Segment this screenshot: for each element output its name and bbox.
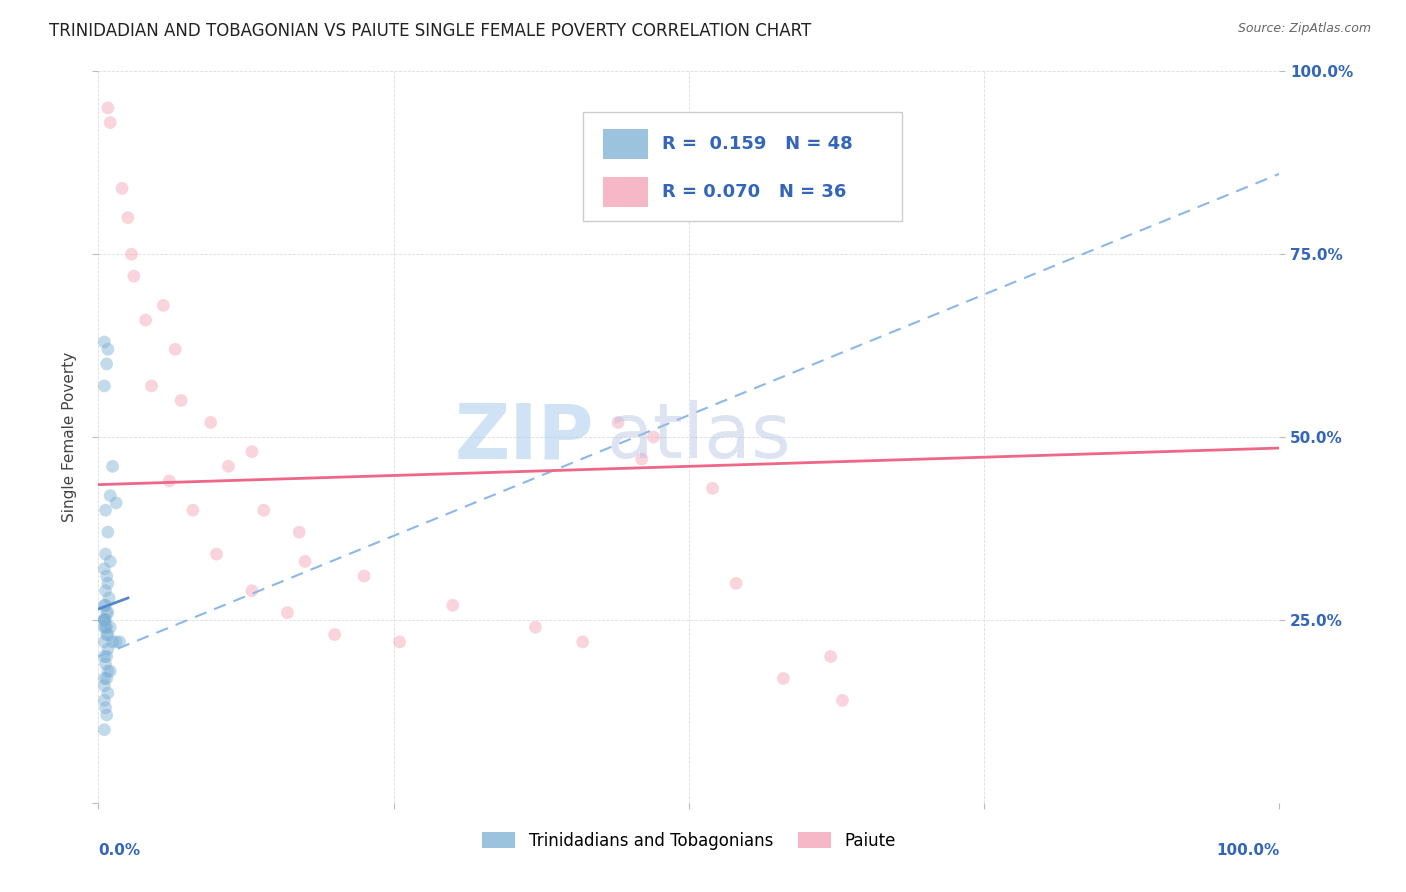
Point [772,672,794,686]
Point [94,657,117,671]
Point [105,635,128,649]
Point [96,569,118,583]
Point [217,459,239,474]
Point [630,452,652,467]
Point [643,430,665,444]
Point [725,576,748,591]
Point [97,627,120,641]
Point [97,525,120,540]
Point [96,672,118,686]
FancyBboxPatch shape [582,112,901,221]
Point [607,416,630,430]
Point [820,649,842,664]
Point [94,583,117,598]
Point [94,599,117,613]
Point [97,101,120,115]
Point [170,393,193,408]
Point [94,620,117,634]
Point [205,547,228,561]
Point [94,503,117,517]
Text: 0.0%: 0.0% [98,843,141,858]
Point [97,664,120,678]
Text: ZIP: ZIP [456,401,595,474]
Point [97,343,120,357]
Point [117,211,139,225]
Point [108,635,131,649]
Point [152,298,174,312]
Text: R =  0.159   N = 48: R = 0.159 N = 48 [662,135,852,153]
Point [93,613,115,627]
Point [96,620,118,634]
Y-axis label: Single Female Poverty: Single Female Poverty [62,352,77,522]
Point [93,599,115,613]
Text: R = 0.070   N = 36: R = 0.070 N = 36 [662,183,846,201]
Point [141,379,163,393]
Point [93,672,115,686]
Point [93,679,115,693]
Point [294,554,316,568]
Point [97,642,120,657]
Point [288,525,311,540]
Point [101,635,124,649]
Point [96,649,118,664]
Point [571,635,593,649]
Point [181,503,204,517]
Point [93,635,115,649]
FancyBboxPatch shape [603,178,648,207]
Point [122,269,145,284]
Point [93,334,115,349]
Point [98,115,121,129]
Point [98,620,121,634]
Point [105,496,128,510]
Point [93,723,115,737]
Point [97,686,120,700]
Point [157,474,180,488]
Point [97,576,120,591]
Text: TRINIDADIAN AND TOBAGONIAN VS PAIUTE SINGLE FEMALE POVERTY CORRELATION CHART: TRINIDADIAN AND TOBAGONIAN VS PAIUTE SIN… [49,22,811,40]
Point [831,693,853,707]
Point [94,547,117,561]
Point [101,459,124,474]
Point [94,613,117,627]
Point [93,379,115,393]
Point [702,481,724,495]
Point [96,627,118,641]
Point [165,343,187,357]
Point [98,554,121,568]
Point [388,635,411,649]
Point [93,620,115,634]
Legend: Trinidadians and Tobagonians, Paiute: Trinidadians and Tobagonians, Paiute [475,825,903,856]
Point [98,489,121,503]
Point [98,664,121,678]
Point [353,569,375,583]
Point [276,606,298,620]
Point [524,620,547,634]
Point [93,613,115,627]
Point [135,313,157,327]
Point [253,503,276,517]
Point [441,599,464,613]
Point [111,181,134,195]
Point [96,708,118,723]
Text: 100.0%: 100.0% [1216,843,1279,858]
Text: Source: ZipAtlas.com: Source: ZipAtlas.com [1237,22,1371,36]
Point [93,562,115,576]
Point [94,700,117,714]
Point [323,627,346,641]
Point [96,606,118,620]
Point [96,357,118,371]
Point [93,649,115,664]
FancyBboxPatch shape [603,129,648,159]
Text: atlas: atlas [606,401,792,474]
Point [93,613,115,627]
Point [93,693,115,707]
Point [98,591,121,605]
Point [200,416,222,430]
Point [240,444,263,458]
Point [240,583,263,598]
Point [97,606,120,620]
Point [121,247,143,261]
